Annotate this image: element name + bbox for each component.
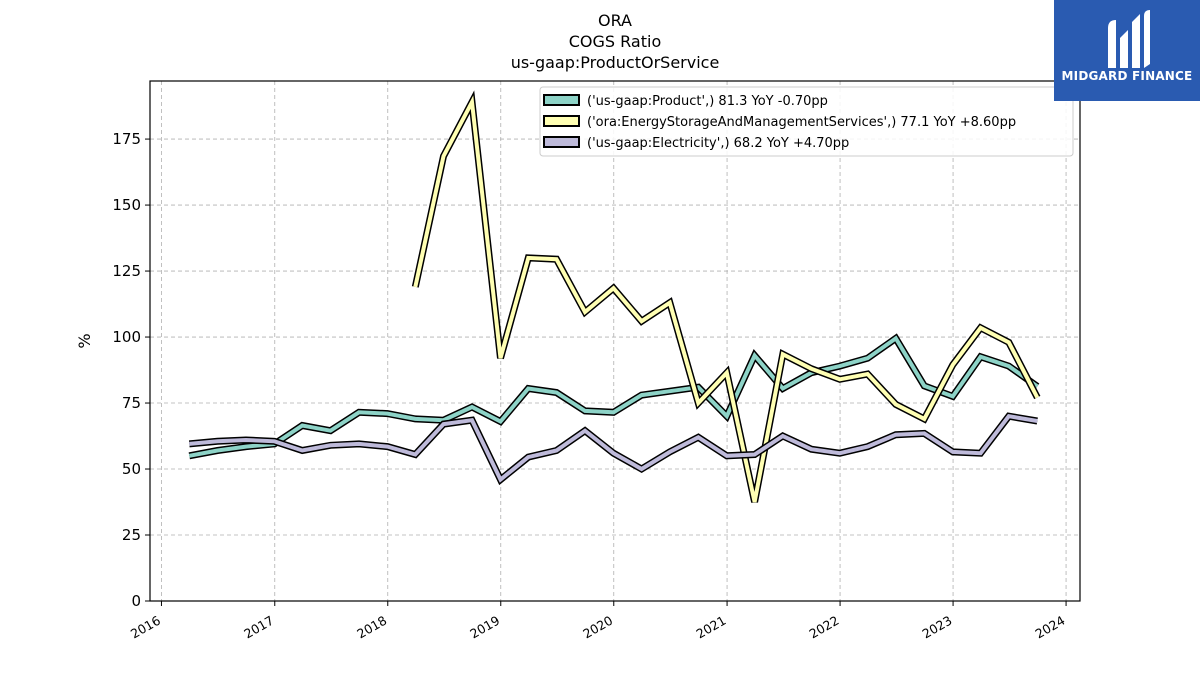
x-tick-label: 2021 <box>694 613 729 642</box>
legend: ('us-gaap:Product',) 81.3 YoY -0.70pp ('o… <box>539 86 1074 157</box>
legend-swatch <box>543 136 580 148</box>
y-tick-label: 75 <box>122 394 141 412</box>
y-axis: 0 25 50 75 100 125 150 175 <box>112 130 150 610</box>
x-tick-label: 2024 <box>1033 613 1068 642</box>
x-tick-label: 2016 <box>128 613 163 642</box>
y-tick-label: 175 <box>112 130 141 148</box>
series-line <box>188 335 1039 458</box>
series-line <box>413 95 1040 503</box>
legend-box <box>539 86 1074 157</box>
series-2 <box>411 90 1041 503</box>
legend-swatch <box>543 94 580 106</box>
x-tick-label: 2020 <box>580 613 615 642</box>
legend-swatch <box>543 115 580 127</box>
legend-entry: ('ora:EnergyStorageAndManagementServices… <box>587 115 1016 130</box>
series-line-outline <box>411 90 1041 503</box>
y-tick-label: 0 <box>131 592 141 610</box>
legend-entry: ('us-gaap:Electricity',) 68.2 YoY +4.70p… <box>587 136 849 151</box>
chart-title: ORA COGS Ratio us-gaap:ProductOrService <box>511 11 720 72</box>
x-tick-label: 2023 <box>920 613 955 642</box>
series-lines <box>188 90 1041 503</box>
y-tick-label: 125 <box>112 262 141 280</box>
chart-title-line-1: ORA <box>598 11 632 30</box>
brand-name: MIDGARD FINANCE <box>1061 69 1193 83</box>
series-3 <box>188 412 1038 486</box>
y-tick-label: 150 <box>112 196 141 214</box>
x-axis: 2016 2017 2018 2019 2020 2021 2022 2023 2024 <box>128 601 1068 642</box>
brand-logo: MIDGARD FINANCE <box>1054 0 1200 101</box>
chart-title-line-2: COGS Ratio <box>569 32 661 51</box>
x-tick-label: 2018 <box>354 613 389 642</box>
y-tick-label: 50 <box>122 460 141 478</box>
y-tick-label: 25 <box>122 526 141 544</box>
y-tick-label: 100 <box>112 328 141 346</box>
chart-title-line-3: us-gaap:ProductOrService <box>511 53 720 72</box>
series-line <box>189 414 1038 483</box>
midgard-logo-icon <box>1108 10 1150 68</box>
x-tick-label: 2017 <box>241 613 276 642</box>
grid <box>150 81 1080 602</box>
x-tick-label: 2022 <box>807 613 842 642</box>
series-line-outline <box>188 333 1040 460</box>
plot-area <box>149 80 1081 602</box>
y-axis-label: % <box>75 333 94 348</box>
x-tick-label: 2019 <box>467 613 502 642</box>
legend-entry: ('us-gaap:Product',) 81.3 YoY -0.70pp <box>587 94 828 109</box>
series-1 <box>188 333 1040 460</box>
